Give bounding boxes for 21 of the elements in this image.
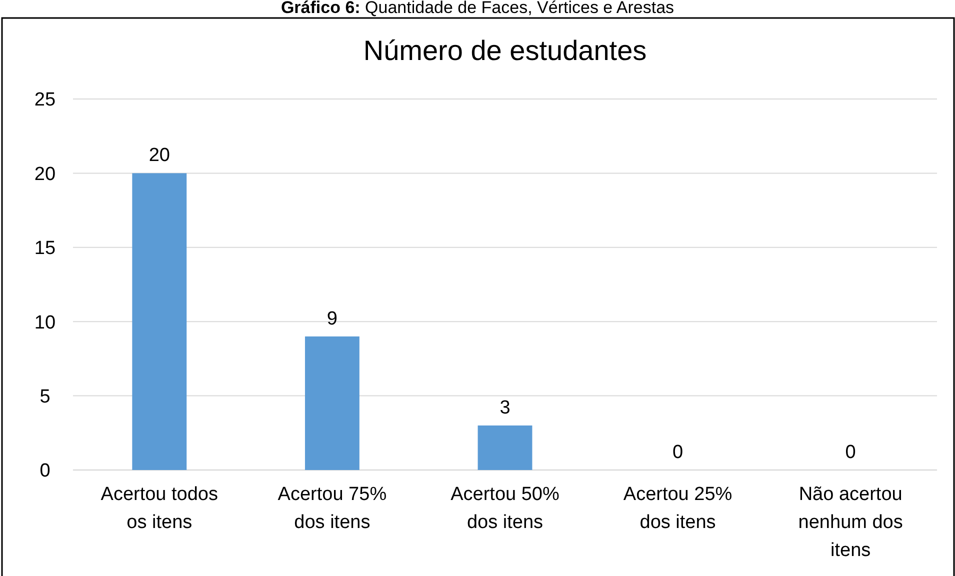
data-label: 9 — [326, 308, 338, 330]
y-tick-label: 20 — [34, 164, 56, 185]
data-label: 20 — [148, 145, 170, 166]
text: Gráfico 6: Quantidade de Faces, Vértices e Arestas — [280, 0, 674, 17]
y-tick-label: 5 — [40, 386, 50, 408]
x-tick-label: Acertou 25% dos itens — [623, 484, 732, 533]
data-label: 0 — [845, 442, 856, 463]
bar — [132, 173, 187, 470]
data-label: 0 — [672, 442, 684, 463]
x-tick-label: Acertou todos os itens — [100, 484, 218, 533]
chart-title: Número de estudantes — [363, 35, 647, 66]
bar — [478, 425, 532, 470]
x-tick-label: Acertou 75% dos itens — [278, 484, 387, 533]
data-label: 3 — [500, 397, 510, 418]
y-tick-label: 10 — [34, 312, 56, 334]
x-tick-label: Não acertou nenhum dos itens — [798, 484, 903, 561]
y-tick-label: 15 — [34, 238, 56, 260]
x-tick-label: Acertou 50% dos itens — [450, 484, 560, 533]
y-tick-label: 0 — [40, 460, 50, 482]
bar — [304, 336, 360, 470]
y-tick-label: 25 — [34, 90, 56, 111]
